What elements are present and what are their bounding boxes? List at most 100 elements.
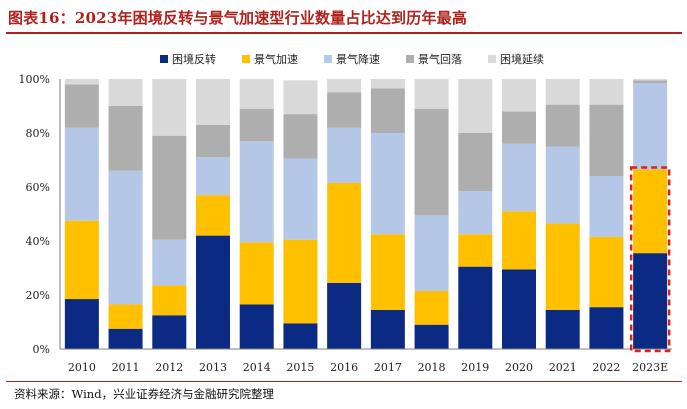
bar-segment [414,215,449,291]
legend-label: 景气回落 [418,52,462,66]
highlight-box [629,166,671,353]
y-tick-label: 60% [26,181,50,194]
bar-segment [589,104,624,177]
bar-segment [239,79,274,109]
y-tick-label: 100% [19,73,50,86]
x-tick-label: 2016 [330,361,358,374]
x-tick-label: 2013 [199,361,227,374]
bar-segment [589,307,624,349]
bar-segment [370,88,405,133]
bar-segment [370,234,405,310]
legend-swatch [242,55,250,63]
bar-segment [64,299,99,349]
bar-segment [283,158,318,240]
bar-segment [152,135,187,240]
bar-segment [64,79,99,85]
bar-segment [64,84,99,128]
y-tick-label: 20% [26,289,50,302]
footer-divider [6,381,682,382]
bar-segment [196,79,230,125]
title-divider [6,32,682,34]
bar-segment [64,220,99,300]
bar-segment [327,92,362,128]
bar-segment [152,79,187,136]
bar-segment [458,234,493,267]
bar-segment [589,79,624,105]
x-tick-label: 2010 [68,361,96,374]
bar-segment [370,133,405,235]
bar-segment [108,79,143,106]
y-tick-label: 0% [33,343,50,356]
bar-segment [414,324,449,349]
bar-segment [196,235,230,349]
bar-segment [458,266,493,349]
bar-segment [196,157,230,196]
legend-swatch [488,55,496,63]
bar-segment [545,79,580,105]
x-tick-label: 2018 [418,361,446,374]
bar-segment [545,309,580,349]
bar-segment [196,195,230,236]
x-tick-label: 2019 [461,361,489,374]
bar-segment [327,127,362,183]
stacked-bar-chart: 困境反转 景气加速 景气降速 景气回落 困境延续 0% 20% 40% 60% 80% 100% 20… [19,52,672,374]
source-note: 资料来源：Wind，兴业证券经济与金融研究院整理 [14,387,275,401]
bar-segment [545,223,580,310]
bar-segment [327,182,362,283]
bar-segment [545,104,580,147]
x-tick-label: 2020 [505,361,533,374]
bar-segment [502,111,536,144]
bar-segment [502,79,536,112]
bar-segment [196,124,230,158]
legend-label: 困境延续 [500,52,544,66]
bar-segment [283,239,318,324]
bar-segment [458,79,493,133]
legend-swatch [406,55,414,63]
bar-segment [152,315,187,349]
bar-segment [458,191,493,235]
bar-segment [370,79,405,89]
bar-segment [152,239,187,286]
legend-label: 景气降速 [336,52,380,66]
chart-title: 图表16：2023年困境反转与景气加速型行业数量占比达到历年最高 [8,9,468,27]
bar-segment [414,108,449,216]
bar-segment [545,146,580,224]
bar-segment [633,83,668,170]
bar-segment [458,133,493,192]
x-tick-label: 2021 [549,361,577,374]
bar-segment [283,80,318,115]
bar-segment [283,323,318,349]
bar-segment [239,304,274,349]
legend-swatch [324,55,332,63]
bar-segment [152,285,187,316]
bar-segment [283,114,318,159]
bar-segment [633,253,668,349]
x-tick-label: 2017 [374,361,402,374]
bar-segment [633,80,668,84]
y-tick-label: 80% [26,127,50,140]
bar-segment [502,143,536,212]
x-tick-label: 2012 [155,361,183,374]
bar-segment [589,176,624,237]
legend-swatch [160,55,168,63]
x-tick-label: 2022 [592,361,620,374]
bar-segment [108,106,143,171]
bar-segment [108,328,143,349]
bar-segment [502,211,536,270]
bar-segment [64,127,99,221]
legend-label: 困境反转 [172,52,216,66]
x-tick-label: 2014 [243,361,271,374]
bar-segment [633,169,668,254]
bar-segment [589,236,624,308]
bar-segment [414,290,449,325]
bar-segment [108,170,143,305]
bar-segment [327,282,362,349]
x-tick-label: 2011 [112,361,140,374]
legend-label: 景气加速 [254,52,298,66]
y-tick-label: 40% [26,235,50,248]
bar-segment [502,269,536,349]
bar-segment [414,79,449,109]
bar-segment [239,242,274,305]
bar-segment [370,309,405,349]
bar-segment [633,79,668,81]
